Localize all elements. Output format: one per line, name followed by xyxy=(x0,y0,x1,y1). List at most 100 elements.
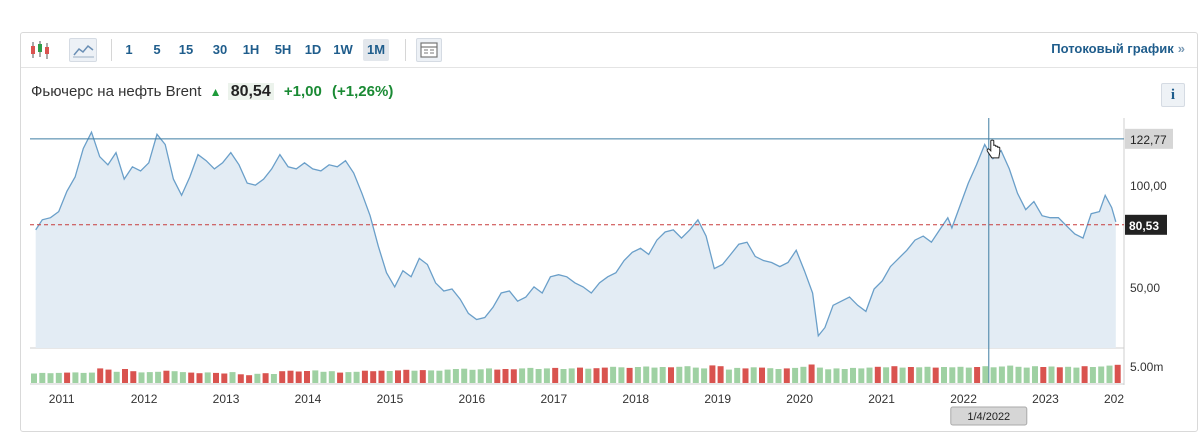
crosshair-date-box xyxy=(950,406,1028,426)
volume-bar xyxy=(750,367,757,383)
x-tick-label: 2012 xyxy=(131,392,158,406)
volume-bar xyxy=(792,367,799,383)
volume-bar xyxy=(64,372,71,383)
interval-button-1h[interactable]: 1H xyxy=(242,42,260,57)
volume-bar xyxy=(328,371,335,383)
volume-bar xyxy=(891,366,898,383)
volume-bar xyxy=(932,367,939,383)
volume-bar xyxy=(1040,367,1047,383)
interval-button-30[interactable]: 30 xyxy=(212,42,228,57)
volume-bar xyxy=(279,371,286,383)
info-button[interactable]: i xyxy=(1161,83,1185,107)
volume-bar xyxy=(304,371,310,383)
volume-bar xyxy=(982,366,989,383)
hand-cursor-icon xyxy=(986,139,1001,159)
volume-bar xyxy=(254,373,261,383)
chevrons-right-icon: » xyxy=(1177,41,1185,56)
x-tick-label: 2015 xyxy=(377,392,404,406)
volume-bar xyxy=(461,368,468,383)
current-price-label: 80,53 xyxy=(1129,219,1159,233)
interval-button-5[interactable]: 5 xyxy=(153,42,161,57)
volume-bar xyxy=(130,371,137,383)
volume-bar xyxy=(477,369,484,383)
crosshair-value-box xyxy=(1125,128,1173,149)
volume-bar xyxy=(428,370,435,383)
volume-bar xyxy=(568,368,575,383)
volume-bar xyxy=(320,371,327,383)
crosshair-date-label: 1/4/2022 xyxy=(967,411,1010,423)
volume-bar xyxy=(577,367,583,383)
volume-bar xyxy=(1081,366,1088,383)
volume-bar xyxy=(734,367,741,383)
volume-bar xyxy=(361,370,368,383)
indicators-icon[interactable] xyxy=(416,38,442,62)
volume-bar xyxy=(833,368,840,383)
volume-bar xyxy=(494,369,501,383)
volume-bar xyxy=(957,366,964,383)
stream-chart-label: Потоковый график xyxy=(1051,41,1174,56)
last-price: 80,54 xyxy=(227,83,274,100)
interval-button-1d[interactable]: 1D xyxy=(304,42,322,57)
volume-bar xyxy=(949,367,956,383)
stream-chart-link[interactable]: Потоковый график» xyxy=(1051,41,1185,56)
area-chart-icon[interactable] xyxy=(69,38,97,62)
volume-bar xyxy=(742,368,749,383)
arrow-up-icon: ▲ xyxy=(209,85,222,99)
instrument-name: Фьючерс на нефть Brent xyxy=(31,83,202,100)
candlestick-chart-icon[interactable] xyxy=(27,38,53,62)
volume-bar xyxy=(287,370,294,383)
interval-button-15[interactable]: 15 xyxy=(178,42,194,57)
volume-bar xyxy=(643,366,650,383)
volume-bar xyxy=(188,372,195,383)
volume-bar xyxy=(585,368,592,383)
y-tick-label: 100,00 xyxy=(1130,179,1167,193)
volume-bar xyxy=(436,370,443,383)
volume-bar xyxy=(146,372,153,383)
volume-bar xyxy=(55,372,62,383)
volume-bar xyxy=(378,370,385,383)
x-tick-label: 2019 xyxy=(704,392,731,406)
volume-bar xyxy=(858,368,865,383)
volume-bar xyxy=(866,367,873,383)
volume-bar xyxy=(850,367,856,383)
interval-button-5h[interactable]: 5H xyxy=(274,42,292,57)
y-tick-label: 50,00 xyxy=(1130,281,1160,295)
crosshair-value-label: 122,77 xyxy=(1130,133,1167,147)
volume-bar xyxy=(907,367,914,383)
volume-bar xyxy=(775,369,782,383)
volume-bar xyxy=(965,367,972,383)
volume-bar xyxy=(353,371,360,383)
x-tick-label: 2014 xyxy=(295,392,322,406)
price-line xyxy=(35,130,1117,338)
interval-button-1w[interactable]: 1W xyxy=(333,42,353,57)
chart-toolbar: 1 5 15 30 1H 5H 1D 1W 1M Потоковый график» xyxy=(21,33,1197,68)
volume-bar xyxy=(543,368,550,383)
volume-bar xyxy=(684,366,691,383)
x-tick-label: 2018 xyxy=(622,392,649,406)
interval-button-1[interactable]: 1 xyxy=(125,42,133,57)
x-tick-label: 2016 xyxy=(459,392,486,406)
volume-bar xyxy=(270,374,277,383)
volume-bar xyxy=(816,367,823,383)
volume-axis-label: 5.00m xyxy=(1130,360,1163,374)
volume-bar xyxy=(171,371,178,383)
volume-bar xyxy=(1048,366,1055,383)
volume-bar xyxy=(469,369,476,383)
volume-bar xyxy=(295,371,302,383)
x-tick-label: 2017 xyxy=(540,392,567,406)
volume-bar xyxy=(874,366,881,383)
volume-bar xyxy=(510,369,517,383)
volume-bar xyxy=(725,369,732,383)
volume-bar xyxy=(31,373,37,383)
volume-bar xyxy=(39,372,46,383)
volume-bar xyxy=(1056,367,1063,383)
volume-bar xyxy=(535,369,542,383)
volume-bar xyxy=(899,367,906,383)
volume-bar xyxy=(560,369,567,383)
volume-bar xyxy=(386,371,393,383)
interval-button-1m[interactable]: 1M xyxy=(363,39,389,61)
volume-bar xyxy=(676,366,683,383)
volume-bar xyxy=(1089,367,1096,383)
volume-bar xyxy=(593,368,600,383)
